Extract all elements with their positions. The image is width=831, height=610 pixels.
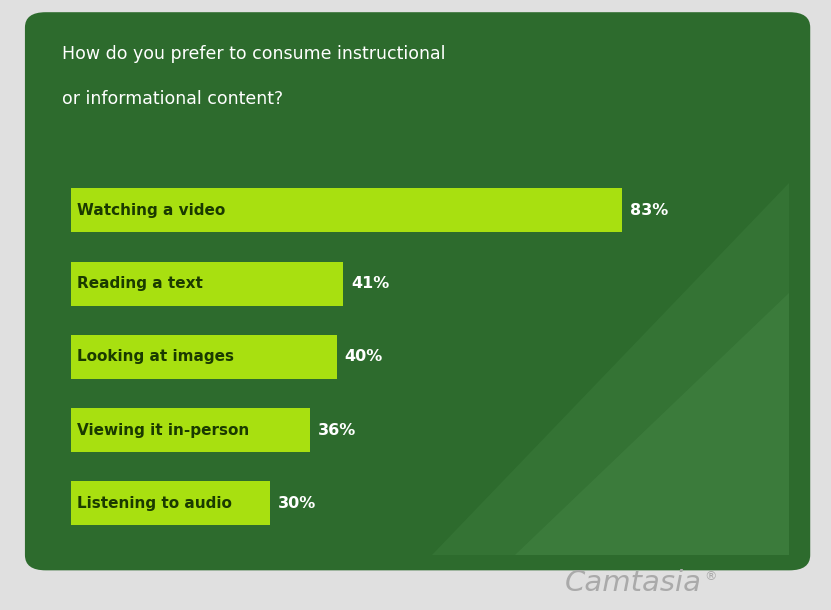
Text: 36%: 36% — [318, 423, 356, 437]
Text: How do you prefer to consume instructional: How do you prefer to consume instruction… — [62, 45, 445, 63]
Bar — [71, 481, 270, 525]
Bar — [71, 188, 622, 232]
Bar — [71, 335, 337, 379]
Polygon shape — [432, 183, 789, 555]
Text: Camtasia: Camtasia — [565, 569, 702, 597]
Text: Looking at images: Looking at images — [77, 350, 234, 364]
Text: 83%: 83% — [631, 203, 669, 218]
Text: Watching a video: Watching a video — [77, 203, 225, 218]
Polygon shape — [515, 293, 789, 555]
Bar — [71, 262, 343, 306]
Text: 40%: 40% — [345, 350, 383, 364]
Text: Viewing it in-person: Viewing it in-person — [77, 423, 249, 437]
Text: 30%: 30% — [278, 496, 317, 511]
Text: ®: ® — [705, 570, 717, 583]
Bar — [71, 408, 310, 452]
Text: or informational content?: or informational content? — [62, 90, 283, 109]
Text: 41%: 41% — [352, 276, 390, 291]
Text: Listening to audio: Listening to audio — [77, 496, 232, 511]
FancyBboxPatch shape — [25, 12, 810, 570]
Text: Reading a text: Reading a text — [77, 276, 203, 291]
